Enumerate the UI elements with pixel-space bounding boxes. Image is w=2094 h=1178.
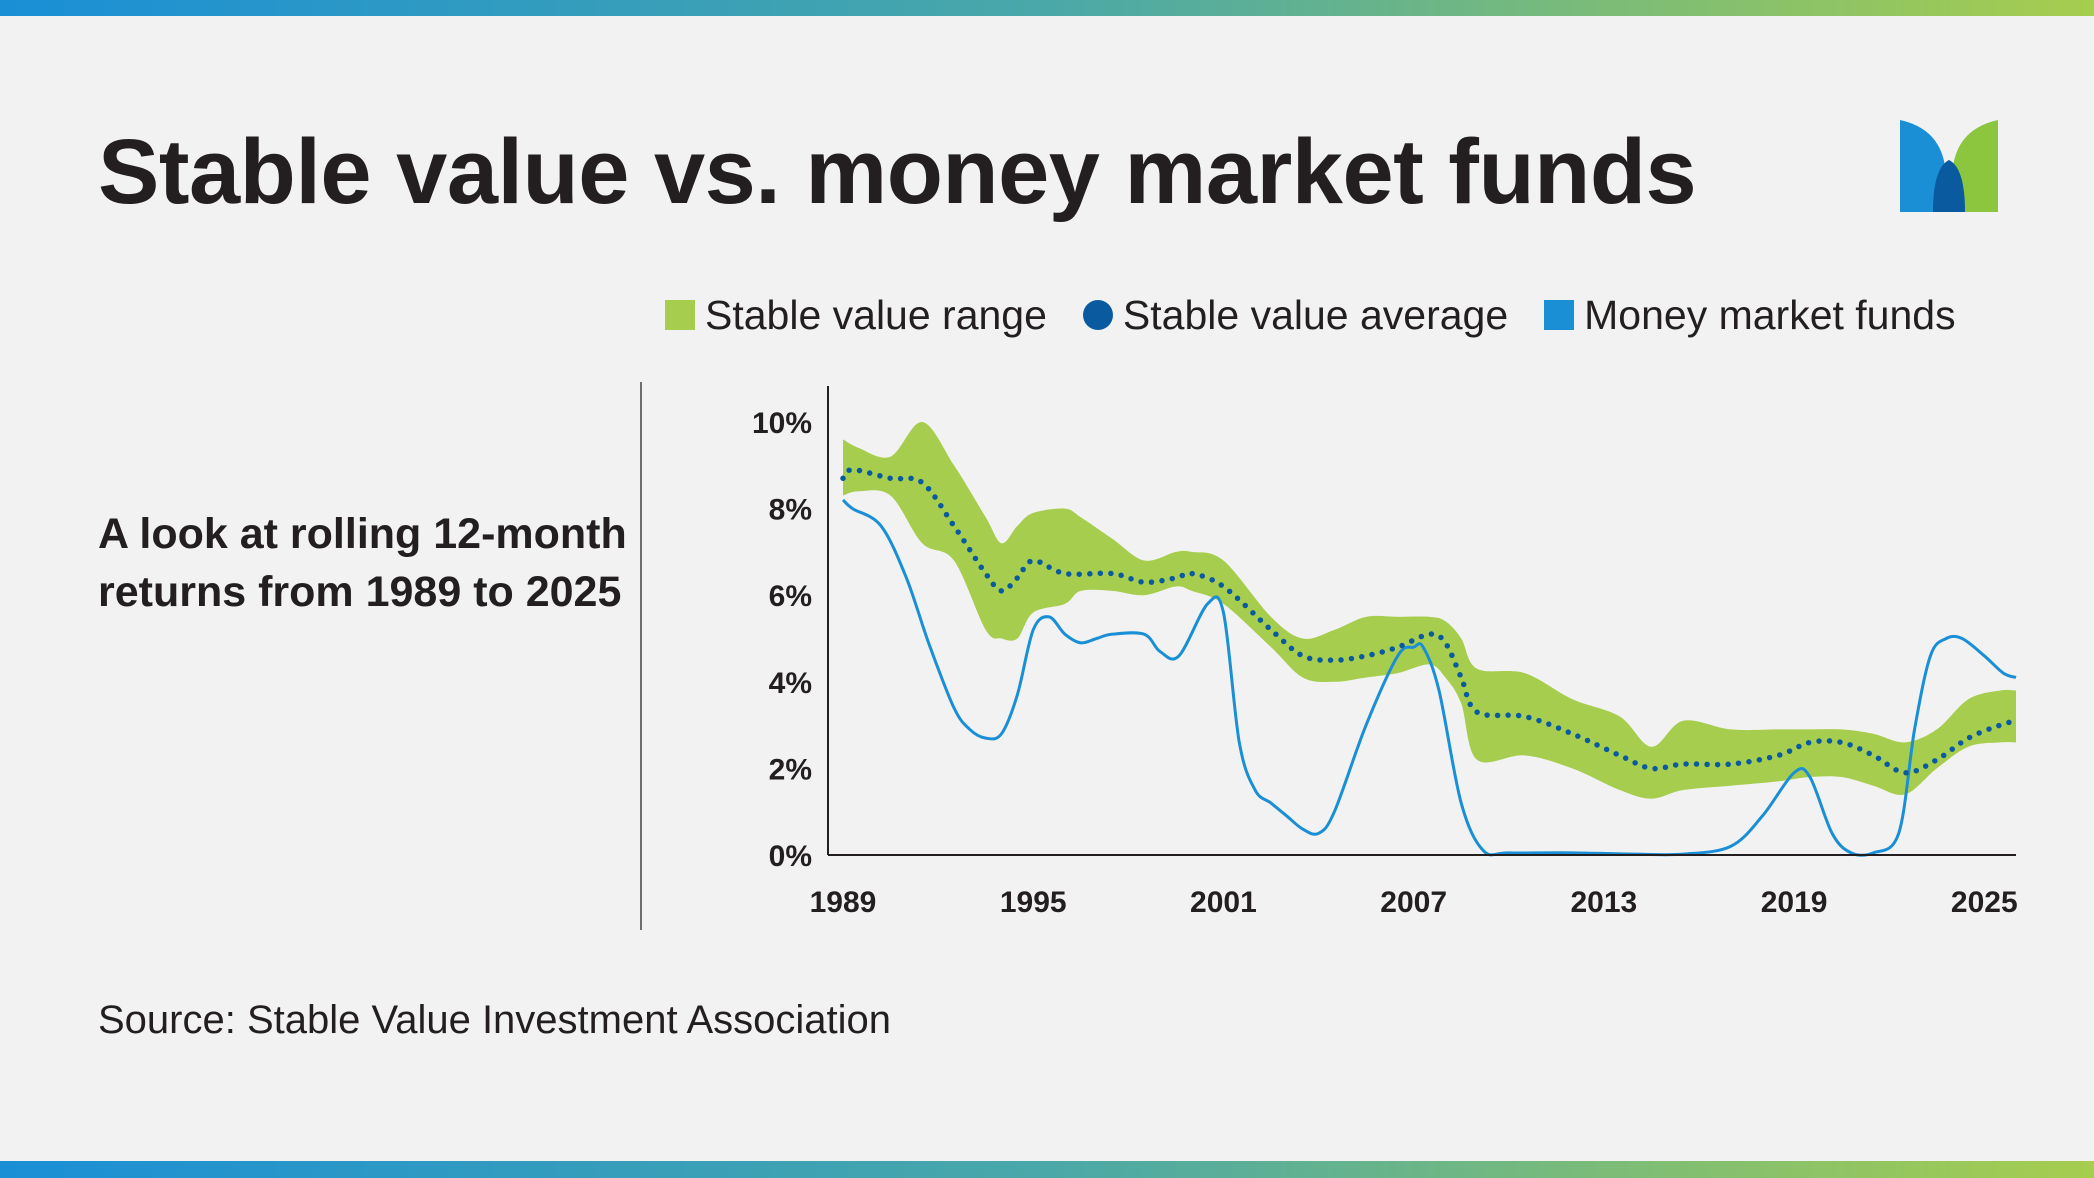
legend-item-range: Stable value range xyxy=(665,292,1047,339)
legend-swatch-range xyxy=(665,300,695,330)
legend-swatch-average xyxy=(1082,300,1113,330)
y-tick-label: 0% xyxy=(769,840,812,873)
m-logo-icon xyxy=(1900,120,1998,212)
x-tick-label: 2025 xyxy=(1951,886,2018,919)
y-tick-label: 2% xyxy=(769,753,812,786)
bottom-gradient-bar xyxy=(0,1161,2094,1178)
page-title: Stable value vs. money market funds xyxy=(98,121,1697,223)
y-tick-label: 10% xyxy=(752,407,812,440)
stable-value-average-line xyxy=(840,466,2019,776)
legend-swatch-money-market xyxy=(1544,300,1575,330)
y-tick-label: 6% xyxy=(769,580,812,613)
x-tick-label: 2013 xyxy=(1570,886,1637,919)
legend-label-range: Stable value range xyxy=(705,291,1047,338)
x-tick-label: 1995 xyxy=(1000,886,1067,919)
legend-label-money-market: Money market funds xyxy=(1584,291,1956,338)
vertical-divider xyxy=(640,382,642,930)
chart-subtitle: A look at rolling 12-month returns from … xyxy=(98,510,627,616)
x-tick-label: 2019 xyxy=(1761,886,1828,919)
y-tick-label: 4% xyxy=(769,667,812,700)
x-tick-label: 2007 xyxy=(1380,886,1447,919)
legend-item-money-market: Money market funds xyxy=(1544,291,1956,339)
top-gradient-bar xyxy=(0,0,2094,16)
legend-label-average: Stable value average xyxy=(1122,291,1509,338)
x-tick-label: 2001 xyxy=(1190,886,1257,919)
stable-value-range-band xyxy=(843,421,2016,799)
y-tick-label: 8% xyxy=(769,494,812,527)
x-tick-label: 1989 xyxy=(810,886,877,919)
source-note: Source: Stable Value Investment Associat… xyxy=(98,998,892,1042)
legend-item-average: Stable value average xyxy=(1082,291,1509,339)
chart-legend: Stable value range Stable value average … xyxy=(665,290,1956,340)
